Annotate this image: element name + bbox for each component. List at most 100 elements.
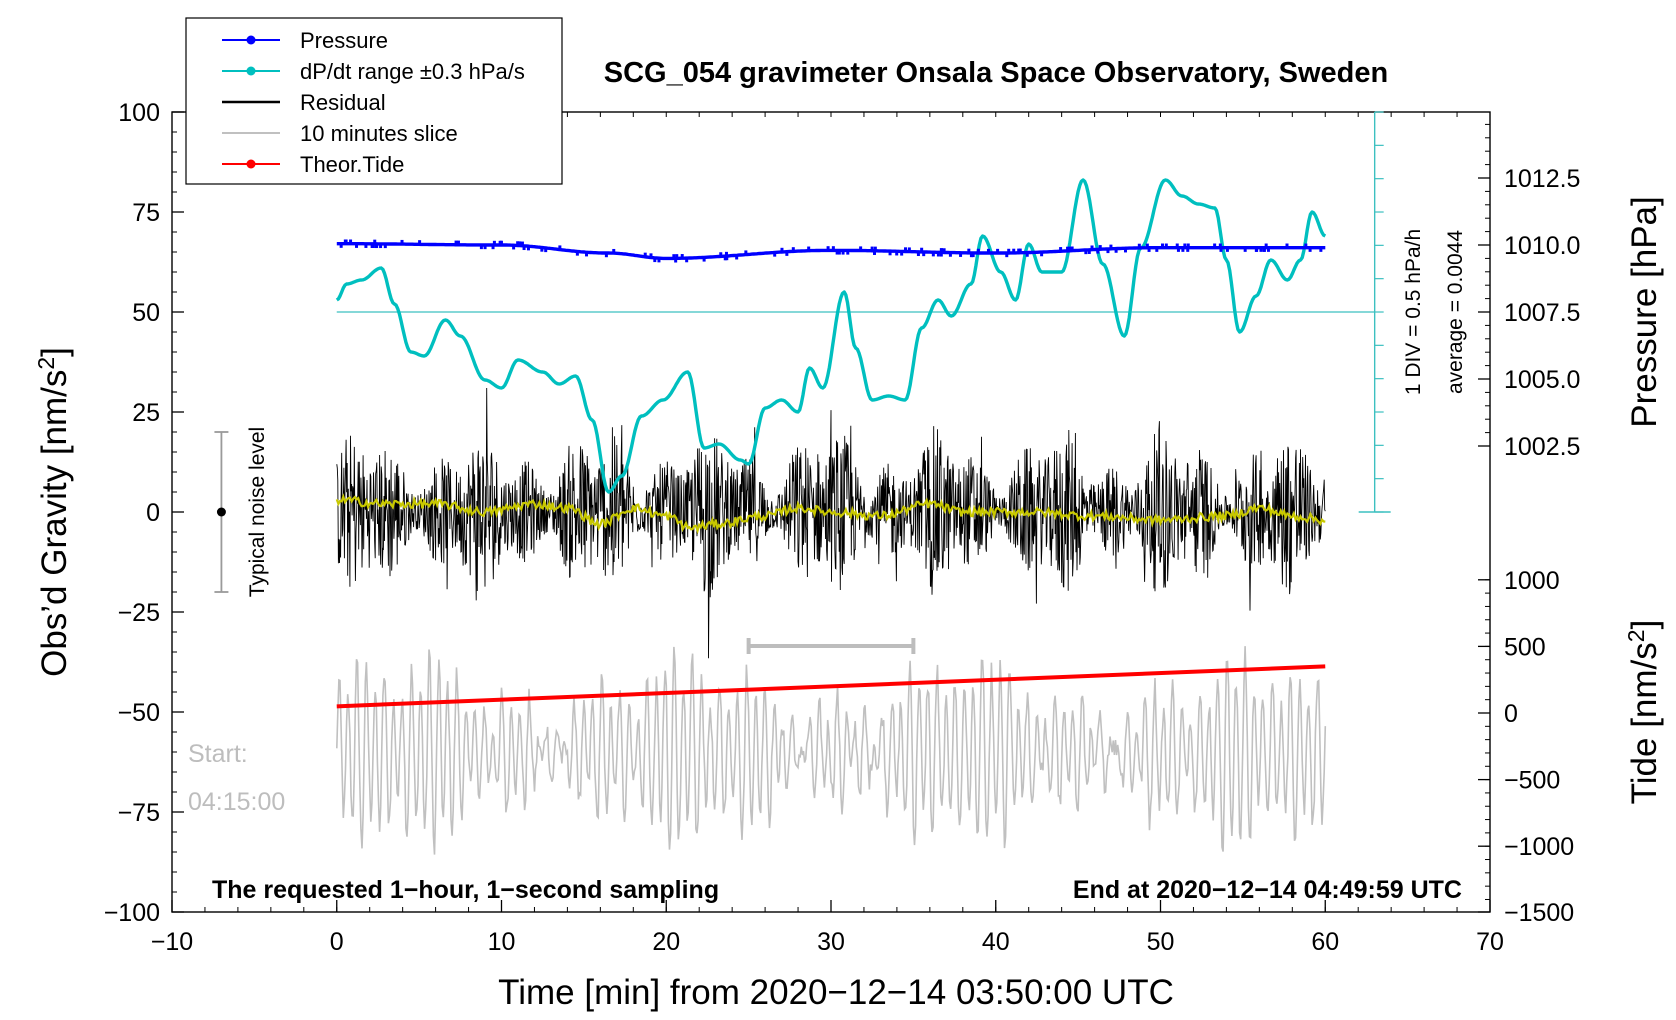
pressure-point	[1176, 248, 1180, 252]
pressure-point	[516, 241, 520, 245]
pressure-point	[685, 259, 689, 263]
pressure-point	[1259, 248, 1263, 252]
left-tick-label: −25	[118, 599, 160, 627]
pressure-point	[1068, 246, 1072, 250]
tide-axis-title-sup: 2	[1623, 629, 1649, 642]
pressure-point	[1319, 248, 1323, 252]
pressure-point	[544, 249, 548, 253]
bottom-left-annotation: The requested 1−hour, 1−second sampling	[212, 876, 719, 904]
pressure-point	[1213, 243, 1217, 247]
pressure-point	[575, 252, 579, 256]
pressure-point	[859, 246, 863, 250]
left-axis-title-close: ]	[35, 347, 74, 357]
pressure-point	[837, 251, 841, 255]
pressure-point	[1218, 243, 1222, 247]
tide-tick-label: −1500	[1504, 899, 1574, 927]
legend-marker	[246, 159, 256, 169]
pressure-point	[969, 254, 973, 258]
legend-label: Theor.Tide	[300, 152, 404, 177]
pressure-point	[1137, 243, 1141, 247]
pressure-point	[870, 246, 874, 250]
pressure-point	[518, 241, 522, 245]
pressure-point	[1098, 245, 1102, 249]
pressure-point	[344, 239, 348, 243]
pressure-point	[339, 244, 343, 248]
pressure-point	[1183, 243, 1187, 247]
pressure-point	[922, 253, 926, 257]
legend-label: Residual	[300, 90, 386, 115]
x-axis-ticks: −10 0 10 20 30 40 50 60 70	[151, 900, 1504, 956]
noise-bar-center-dot	[216, 507, 226, 517]
pressure-point	[971, 254, 975, 258]
slice-bracket-layer	[746, 638, 916, 654]
left-tick-label: −75	[118, 799, 160, 827]
pressure-point	[1147, 248, 1151, 252]
left-axis-title-main: Obs’d Gravity [nm/s	[35, 370, 74, 677]
left-tick-label: 50	[132, 299, 160, 327]
x-tick-label: 20	[652, 928, 680, 956]
pressure-axis-ticks: 1012.5 1010.0 1007.5 1005.0 1002.5	[1478, 165, 1580, 461]
pressure-tick-label: 1012.5	[1504, 165, 1580, 193]
pressure-point	[1304, 243, 1308, 247]
x-tick-label: 40	[982, 928, 1010, 956]
pressure-point	[400, 239, 404, 243]
left-tick-label: 75	[132, 199, 160, 227]
pressure-point	[841, 251, 845, 255]
pressure-point	[526, 247, 530, 251]
pressure-point	[888, 252, 892, 256]
slice-line	[336, 646, 1327, 855]
pressure-point	[724, 251, 728, 255]
pressure-tick-label: 1007.5	[1504, 299, 1580, 327]
pressure-point	[873, 251, 877, 255]
pressure-point	[948, 253, 952, 257]
pressure-point	[1264, 243, 1268, 247]
legend-marker	[246, 66, 256, 76]
pressure-axis-title: Pressure [hPa]	[1625, 196, 1664, 428]
pressure-point	[826, 246, 830, 250]
pressure-point	[383, 245, 387, 249]
left-axis-title: Obs’d Gravity [nm/s2]	[33, 347, 74, 677]
pressure-point	[370, 244, 374, 248]
pressure-line	[336, 242, 1326, 261]
pressure-point	[785, 252, 789, 256]
pressure-point	[702, 258, 706, 262]
pressure-point	[364, 244, 368, 248]
tide-tick-label: 1000	[1504, 567, 1560, 595]
noise-bar-layer	[214, 431, 229, 593]
pressure-point	[831, 246, 835, 250]
pressure-tick-label: 1005.0	[1504, 366, 1580, 394]
pressure-series-layer	[336, 239, 1326, 263]
pressure-point	[643, 252, 647, 256]
pressure-point	[649, 253, 653, 257]
legend: Pressure dP/dt range ±0.3 hPa/s Residual 10…	[185, 17, 563, 185]
pressure-point	[672, 254, 676, 258]
pressure-point	[986, 248, 990, 252]
pressure-point	[942, 248, 946, 252]
pressure-point	[1145, 243, 1149, 247]
pressure-point	[1096, 250, 1100, 254]
pressure-point	[454, 240, 458, 244]
pressure-point	[1164, 243, 1168, 247]
pressure-point	[483, 246, 487, 250]
pressure-point	[744, 250, 748, 254]
legend-label: Pressure	[300, 28, 388, 53]
pressure-point	[976, 248, 980, 252]
x-tick-label: 70	[1476, 928, 1504, 956]
chart-title: SCG_054 gravimeter Onsala Space Observat…	[604, 57, 1388, 89]
tide-series-layer	[336, 664, 1326, 709]
pressure-point	[1109, 244, 1113, 248]
pressure-point	[735, 256, 739, 260]
pressure-point	[1025, 253, 1029, 257]
pressure-point	[1007, 248, 1011, 252]
tide-axis-title-close: ]	[1625, 620, 1664, 630]
pressure-point	[1155, 248, 1159, 252]
pressure-point	[479, 246, 483, 250]
pressure-point	[916, 253, 920, 257]
tide-axis-title: Tide [nm/s2]	[1623, 620, 1664, 805]
pressure-point	[967, 248, 971, 252]
pressure-point	[791, 247, 795, 251]
pressure-point	[1160, 243, 1164, 247]
pressure-point	[920, 247, 924, 251]
pressure-point	[1059, 247, 1063, 251]
pressure-point	[499, 240, 503, 244]
